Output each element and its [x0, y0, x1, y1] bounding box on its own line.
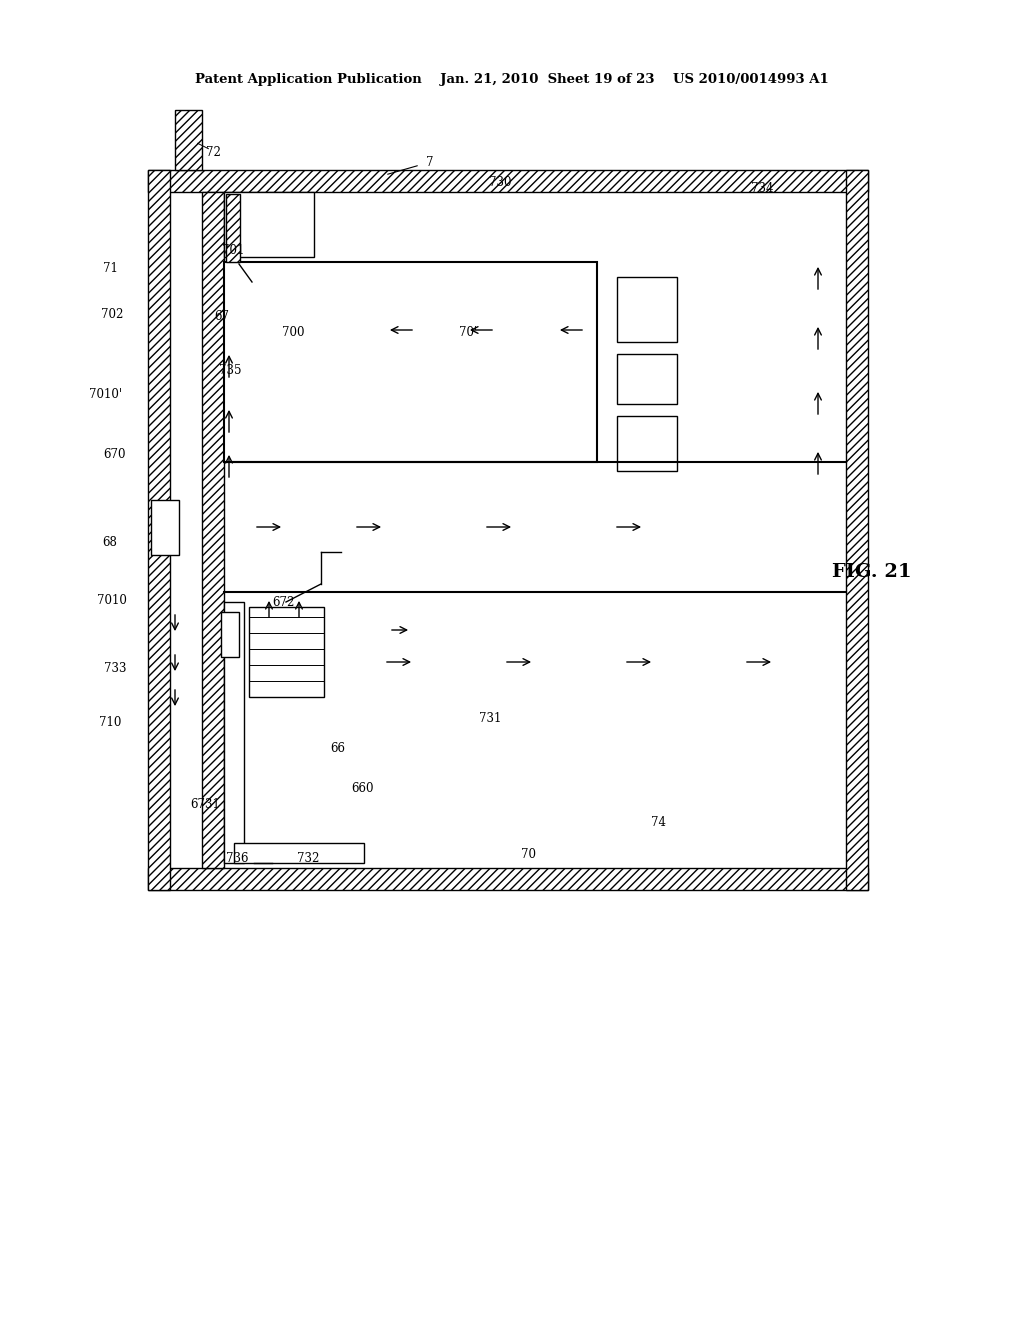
Text: 735: 735	[219, 363, 242, 376]
Text: 74: 74	[650, 816, 666, 829]
Text: 7010': 7010'	[88, 388, 122, 401]
Bar	[175, 110, 202, 170]
Bar	[617, 354, 677, 404]
Text: 734: 734	[751, 181, 773, 194]
Bar	[151, 500, 179, 554]
Text: 670: 670	[103, 449, 126, 462]
Bar	[221, 612, 239, 657]
Text: 6731: 6731	[190, 799, 220, 812]
Bar	[224, 191, 314, 257]
Bar	[202, 191, 224, 869]
Text: 730: 730	[488, 176, 511, 189]
Bar	[224, 602, 244, 863]
Bar	[234, 843, 364, 863]
Bar	[224, 261, 597, 462]
Text: 736: 736	[225, 851, 248, 865]
Text: 702: 702	[100, 309, 123, 322]
Bar	[226, 194, 240, 261]
Text: 733: 733	[103, 661, 126, 675]
Text: 72: 72	[206, 145, 220, 158]
Text: 700: 700	[282, 326, 304, 338]
Bar	[148, 869, 868, 890]
Text: 70: 70	[520, 849, 536, 862]
Text: 71: 71	[102, 261, 118, 275]
Text: 66: 66	[331, 742, 345, 755]
Bar	[249, 607, 324, 697]
Text: Patent Application Publication    Jan. 21, 2010  Sheet 19 of 23    US 2010/00149: Patent Application Publication Jan. 21, …	[196, 74, 828, 87]
Text: 732: 732	[297, 851, 319, 865]
Text: 672: 672	[271, 595, 294, 609]
Text: 710: 710	[98, 715, 121, 729]
Text: 68: 68	[102, 536, 118, 549]
Bar	[846, 170, 868, 890]
Text: 7010: 7010	[97, 594, 127, 606]
Bar	[148, 170, 868, 191]
Text: 701: 701	[222, 243, 244, 256]
Bar	[148, 170, 170, 890]
Text: FIG. 21: FIG. 21	[833, 564, 911, 581]
Bar	[617, 277, 677, 342]
Text: 67: 67	[214, 309, 229, 322]
Text: 70': 70'	[459, 326, 477, 338]
Text: 660: 660	[351, 781, 374, 795]
Text: 7: 7	[426, 157, 434, 169]
Text: 731: 731	[479, 711, 501, 725]
Bar	[617, 416, 677, 471]
